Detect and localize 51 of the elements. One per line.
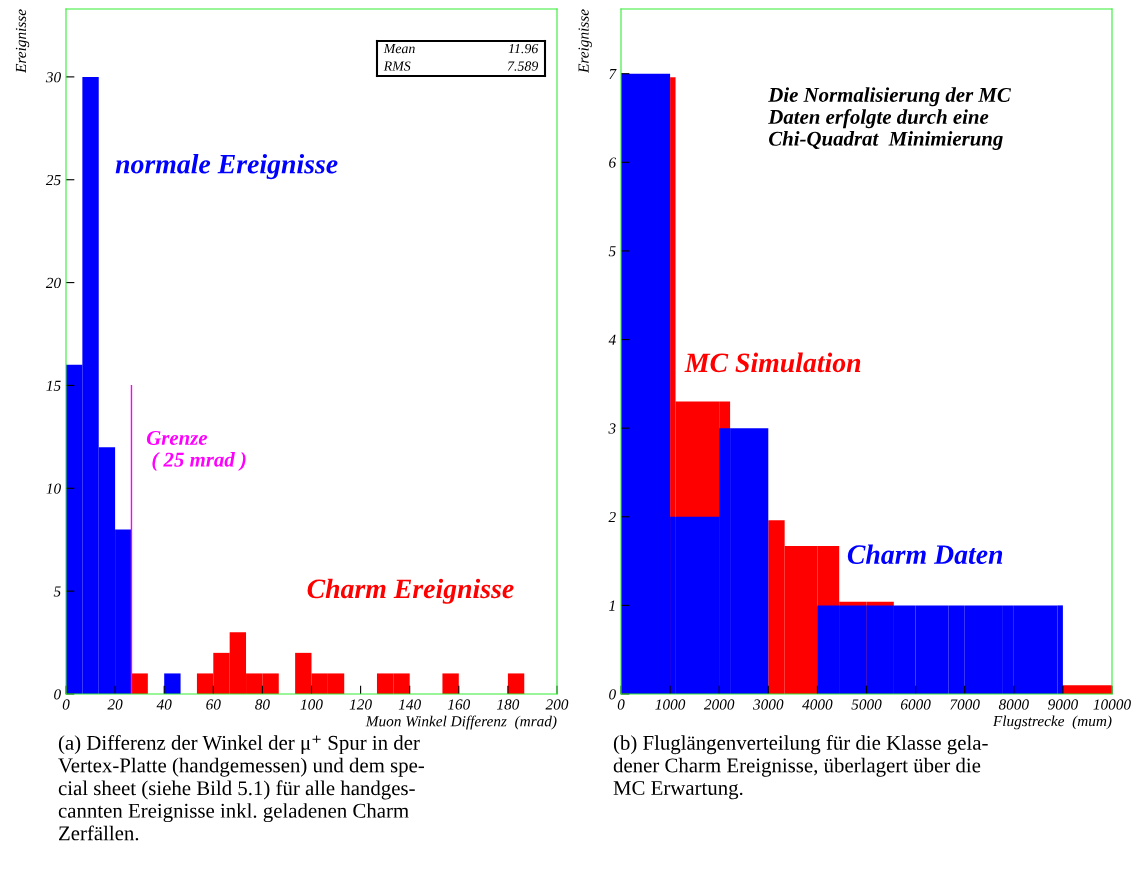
y-tick-label: 10 bbox=[46, 483, 61, 494]
series-label: MC Simulation bbox=[684, 352, 861, 373]
text: (a) Differenz der Winkel der μ⁺ Spur in der Vertex-Platte (handgemessen) und dem spe- cial sheet (siehe Bild 5.1) für alle handges- cannten Ereignisse inkl. geladenen Charm Zerfällen. bbox=[58, 735, 425, 841]
y-tick-label: 30 bbox=[45, 72, 61, 83]
x-tick-label: 9000 bbox=[1048, 699, 1078, 710]
y-tick-label: 7 bbox=[609, 68, 617, 79]
x-tick-label: 7000 bbox=[950, 699, 980, 710]
y-tick-label: 0 bbox=[54, 689, 61, 700]
y-tick-label: 15 bbox=[46, 380, 61, 391]
y-tick-label: 5 bbox=[608, 246, 616, 257]
text: RMS 7.589 bbox=[383, 61, 539, 71]
y-tick-label: 5 bbox=[53, 586, 61, 597]
y-tick-label: 20 bbox=[45, 277, 61, 289]
x-tick-label: 140 bbox=[398, 699, 421, 710]
y-tick-label: 2 bbox=[608, 511, 616, 523]
x-tick-label: 100 bbox=[300, 699, 323, 710]
text: Mean 11.96 bbox=[383, 43, 539, 54]
x-tick-label: 8000 bbox=[998, 699, 1029, 710]
x-tick-label: 20 bbox=[107, 699, 123, 710]
y-tick-label: 25 bbox=[45, 174, 61, 186]
x-tick-label: 5000 bbox=[851, 699, 882, 710]
x-tick-label: 40 bbox=[156, 699, 172, 710]
x-axis-title: Flugstrecke (mum) bbox=[992, 715, 1112, 730]
series-label: normale Ereignisse bbox=[115, 153, 338, 180]
x-tick-label: 0 bbox=[62, 699, 70, 710]
x-tick-label: 4000 bbox=[802, 699, 833, 710]
x-tick-label: 60 bbox=[206, 699, 221, 710]
y-axis-title: Ereignisse bbox=[578, 9, 592, 74]
y-tick-label: 4 bbox=[608, 334, 616, 345]
x-tick-label: 80 bbox=[255, 699, 270, 710]
annotation: Die Normalisierung der MC Daten erfolgte durch eine Chi-Quadrat Minimierung bbox=[768, 87, 1011, 150]
y-tick-label: 3 bbox=[608, 423, 616, 434]
x-tick-label: 120 bbox=[349, 699, 372, 710]
y-tick-label: 6 bbox=[609, 157, 617, 168]
x-tick-label: 1000 bbox=[655, 699, 686, 710]
text: (b) Fluglängenverteilung für die Klasse gela- dener Charm Ereignisse, überlagert über die MC Erwartung. bbox=[613, 735, 988, 800]
x-tick-label: 6000 bbox=[900, 699, 931, 710]
series-label: Charm Daten bbox=[847, 544, 1003, 564]
series-label: Charm Ereignisse bbox=[307, 578, 514, 604]
x-tick-label: 10000 bbox=[1093, 699, 1131, 710]
x-tick-label: 200 bbox=[545, 699, 569, 710]
y-tick-label: 0 bbox=[609, 689, 616, 700]
y-tick-label: 1 bbox=[609, 600, 615, 611]
x-tick-label: 3000 bbox=[753, 699, 784, 710]
x-tick-label: 0 bbox=[617, 699, 625, 710]
y-axis-title: Ereignisse bbox=[15, 9, 30, 74]
x-tick-label: 180 bbox=[496, 699, 520, 710]
x-axis-title: Muon Winkel Differenz (mrad) bbox=[365, 715, 557, 730]
ref-line-label: Grenze ( 25 mrad ) bbox=[146, 430, 246, 471]
x-tick-label: 160 bbox=[447, 699, 471, 710]
x-tick-label: 2000 bbox=[703, 699, 735, 710]
